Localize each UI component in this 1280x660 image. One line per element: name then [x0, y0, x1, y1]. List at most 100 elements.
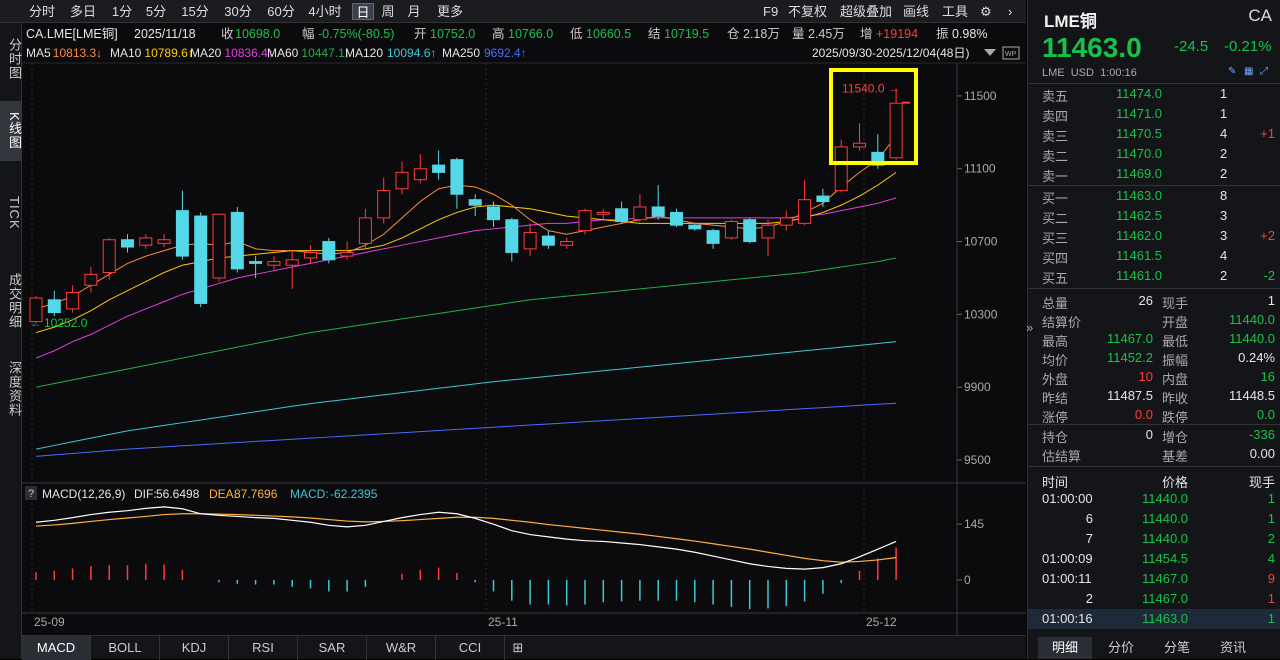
- ask-row-2[interactable]: 卖三 11470.5 4 +1: [1028, 124, 1280, 144]
- candle[interactable]: [651, 185, 665, 220]
- timeframe-7[interactable]: 4小时: [308, 4, 342, 19]
- ask-row-0[interactable]: 卖五 11474.0 1: [1028, 84, 1280, 104]
- edit-icon[interactable]: ✎: [1228, 66, 1237, 77]
- tick-row[interactable]: 01:00:16 11463.0 1: [1028, 609, 1280, 629]
- candle[interactable]: [175, 190, 189, 260]
- candle[interactable]: [505, 217, 519, 262]
- candle[interactable]: [633, 194, 647, 222]
- tool-2[interactable]: 超级叠加: [840, 4, 893, 19]
- timeframe-0[interactable]: 分时: [28, 4, 55, 19]
- candle[interactable]: [853, 123, 866, 151]
- candle[interactable]: [358, 208, 372, 249]
- bid-row-0[interactable]: 买一 11463.0 8: [1028, 186, 1280, 206]
- collapse-arrow-icon[interactable]: »: [1026, 320, 1034, 335]
- add-indicator-icon[interactable]: ⊞: [512, 640, 524, 655]
- indicator-tab-2[interactable]: KDJ: [160, 636, 229, 660]
- timeframe-4[interactable]: 15分: [181, 4, 209, 19]
- chevron-right-icon[interactable]: ›: [1008, 4, 1013, 19]
- tick-row[interactable]: 7 11440.0 2: [1028, 529, 1280, 549]
- candle[interactable]: [212, 213, 226, 282]
- gear-icon[interactable]: ⚙: [980, 4, 992, 19]
- timeframe-6[interactable]: 60分: [267, 4, 295, 19]
- candle[interactable]: [889, 88, 903, 160]
- range-text[interactable]: 2025/09/30-2025/12/04(48日): [812, 46, 969, 60]
- candle[interactable]: [66, 285, 80, 313]
- candle[interactable]: [578, 208, 592, 235]
- candle[interactable]: [157, 234, 171, 248]
- kline-chart[interactable]: CA.LME[LME铜] 2025/11/18 收 10698.0 幅 -0.75%(-8…: [22, 23, 1026, 635]
- candle[interactable]: [761, 219, 775, 257]
- quote-tab-0[interactable]: 明细: [1038, 637, 1092, 659]
- candle[interactable]: [688, 223, 702, 231]
- bid-row-2[interactable]: 买三 11462.0 3 +2: [1028, 226, 1280, 246]
- candle[interactable]: [487, 201, 500, 227]
- quote-tab-3[interactable]: 资讯: [1219, 640, 1246, 655]
- tool-3[interactable]: 画线: [903, 4, 930, 19]
- expand-icon[interactable]: ⤢: [1260, 66, 1268, 77]
- grid-icon[interactable]: ▦: [1244, 66, 1254, 77]
- candle[interactable]: [779, 210, 793, 231]
- candle[interactable]: [523, 223, 537, 257]
- candle[interactable]: [377, 177, 391, 224]
- candle[interactable]: [541, 230, 555, 249]
- candle[interactable]: [743, 217, 757, 244]
- candle[interactable]: [230, 206, 244, 273]
- candle[interactable]: [816, 188, 830, 207]
- timeframe-9[interactable]: 周: [381, 4, 395, 19]
- timeframe-8[interactable]: 日: [352, 3, 374, 20]
- quote-tab-2[interactable]: 分笔: [1163, 640, 1190, 655]
- candle[interactable]: [834, 139, 848, 193]
- chart-area[interactable]: CA.LME[LME铜] 2025/11/18 收 10698.0 幅 -0.75%(-8…: [22, 23, 1026, 635]
- tool-0[interactable]: F9: [763, 4, 779, 19]
- candle[interactable]: [285, 250, 299, 289]
- candle[interactable]: [432, 150, 446, 180]
- candle[interactable]: [560, 237, 574, 249]
- candle[interactable]: [102, 237, 116, 280]
- tick-row[interactable]: 01:00:09 11454.5 4: [1028, 549, 1280, 569]
- candle[interactable]: [194, 212, 208, 308]
- leftnav-4[interactable]: 深度资料: [7, 361, 22, 417]
- help-icon[interactable]: [25, 486, 37, 500]
- candle[interactable]: [615, 201, 629, 224]
- tool-4[interactable]: 工具: [942, 4, 969, 19]
- timeframe-3[interactable]: 5分: [145, 4, 167, 19]
- bid-row-4[interactable]: 买五 11461.0 2 -2: [1028, 266, 1280, 286]
- ask-row-1[interactable]: 卖四 11471.0 1: [1028, 104, 1280, 124]
- candle[interactable]: [121, 234, 134, 253]
- timeframe-10[interactable]: 月: [407, 4, 421, 19]
- indicator-tab-1[interactable]: BOLL: [91, 636, 160, 660]
- timeframe-1[interactable]: 多日: [69, 4, 96, 19]
- tick-row[interactable]: 6 11440.0 1: [1028, 509, 1280, 529]
- tick-row[interactable]: 01:00:00 11440.0 1: [1028, 489, 1280, 509]
- candle[interactable]: [706, 228, 720, 249]
- candle[interactable]: [47, 290, 61, 317]
- tool-1[interactable]: 不复权: [788, 4, 828, 19]
- candle[interactable]: [724, 219, 738, 240]
- timeframe-5[interactable]: 30分: [224, 4, 252, 19]
- candle[interactable]: [413, 154, 427, 184]
- leftnav-3[interactable]: 成交明细: [7, 273, 22, 329]
- indicator-tab-6[interactable]: CCI: [436, 636, 505, 660]
- leftnav-1[interactable]: K线图: [0, 101, 22, 161]
- bid-row-3[interactable]: 买四 11461.5 4: [1028, 246, 1280, 266]
- wp-icon[interactable]: [1002, 46, 1020, 60]
- quote-tab-1[interactable]: 分价: [1107, 640, 1134, 655]
- candle[interactable]: [395, 161, 409, 195]
- candle[interactable]: [322, 237, 336, 264]
- candle[interactable]: [340, 241, 354, 260]
- candle[interactable]: [670, 208, 683, 227]
- candle[interactable]: [304, 245, 317, 264]
- timeframe-11[interactable]: 更多: [436, 4, 463, 19]
- leftnav-2[interactable]: TICK: [7, 196, 22, 230]
- tick-row[interactable]: 01:00:11 11467.0 9: [1028, 569, 1280, 589]
- tick-row[interactable]: 2 11467.0 1: [1028, 589, 1280, 609]
- range-dropdown-icon[interactable]: [984, 49, 996, 56]
- candle[interactable]: [29, 296, 43, 324]
- ask-row-4[interactable]: 卖一 11469.0 2: [1028, 164, 1280, 184]
- leftnav-0[interactable]: 分时图: [7, 38, 22, 80]
- candle[interactable]: [84, 267, 98, 293]
- candle[interactable]: [249, 256, 263, 278]
- candle[interactable]: [468, 194, 482, 217]
- ask-row-3[interactable]: 卖二 11470.0 2: [1028, 144, 1280, 164]
- timeframe-2[interactable]: 1分: [111, 4, 133, 19]
